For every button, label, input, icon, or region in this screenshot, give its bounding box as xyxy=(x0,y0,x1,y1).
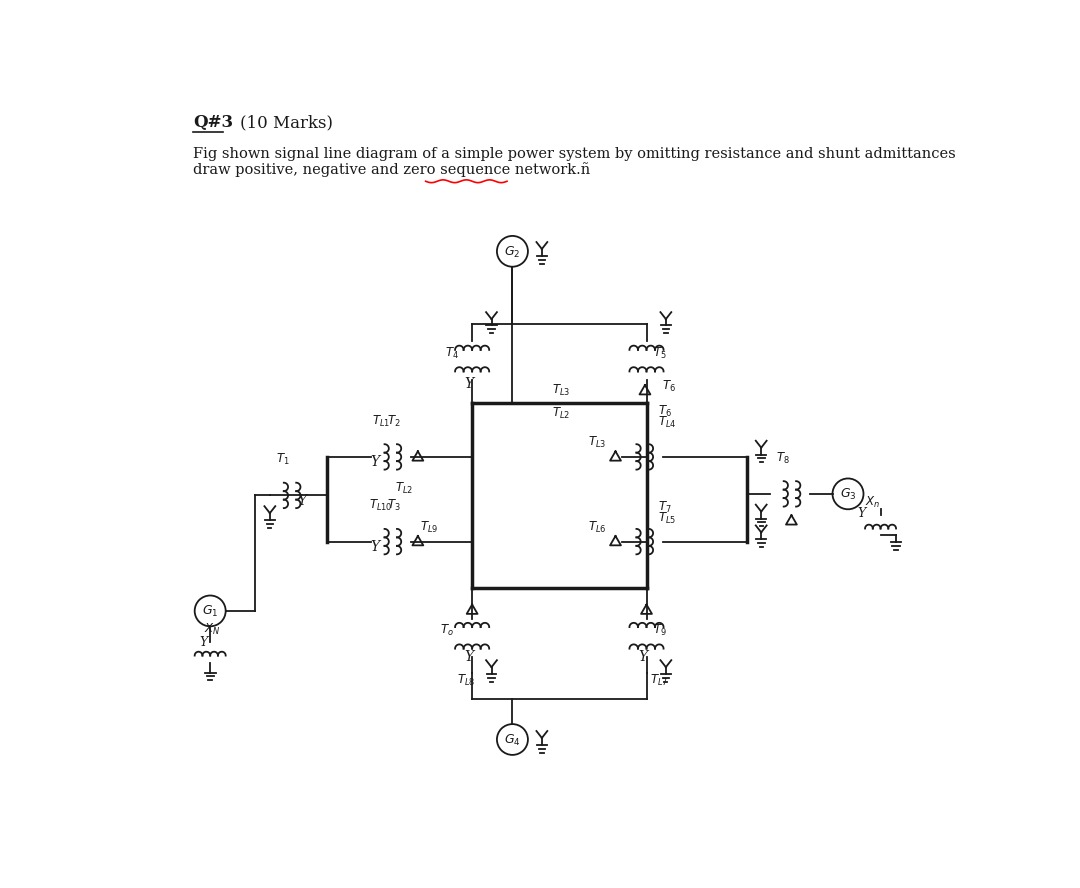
Text: $T_6$: $T_6$ xyxy=(658,403,672,418)
Text: Y: Y xyxy=(638,650,648,664)
Text: $G_1$: $G_1$ xyxy=(202,604,218,619)
Text: Fig shown signal line diagram of a simple power system by omitting resistance an: Fig shown signal line diagram of a simpl… xyxy=(193,147,956,161)
Text: $T_{L4}$: $T_{L4}$ xyxy=(658,415,677,430)
Text: $T_{L8}$: $T_{L8}$ xyxy=(457,673,475,688)
Text: (10 Marks): (10 Marks) xyxy=(240,115,333,131)
Text: Y: Y xyxy=(858,507,865,520)
Text: $T_5$: $T_5$ xyxy=(652,345,666,361)
Text: Q#3: Q#3 xyxy=(193,115,233,131)
Text: $T_{L3}$: $T_{L3}$ xyxy=(552,383,570,398)
Text: Y: Y xyxy=(464,650,473,664)
Text: $T_o$: $T_o$ xyxy=(440,623,454,638)
Text: $T_2$: $T_2$ xyxy=(387,414,401,429)
Text: $T_8$: $T_8$ xyxy=(775,450,789,465)
Text: $T_{L7}$: $T_{L7}$ xyxy=(650,673,669,688)
Text: $T_{L2}$: $T_{L2}$ xyxy=(552,406,570,421)
Text: $T_{L6}$: $T_{L6}$ xyxy=(589,519,607,535)
Text: Y: Y xyxy=(298,494,307,508)
Text: $T_{L1}$: $T_{L1}$ xyxy=(373,414,390,429)
Text: $G_4$: $G_4$ xyxy=(504,733,521,748)
Text: $X_N$: $X_N$ xyxy=(204,622,220,637)
Text: $T_1$: $T_1$ xyxy=(276,452,289,467)
Text: $T_{L3}$: $T_{L3}$ xyxy=(589,435,607,450)
Text: $T_7$: $T_7$ xyxy=(658,500,672,515)
Text: $T_{L5}$: $T_{L5}$ xyxy=(658,511,676,527)
Text: $T_6$: $T_6$ xyxy=(662,379,676,394)
Text: Y: Y xyxy=(464,377,473,391)
Text: $T_9$: $T_9$ xyxy=(652,623,666,638)
Text: $T_{L10}$: $T_{L10}$ xyxy=(369,498,393,513)
Text: $T_4$: $T_4$ xyxy=(445,345,459,361)
Text: $T_3$: $T_3$ xyxy=(387,498,401,513)
Text: Y: Y xyxy=(370,456,380,469)
Text: $G_3$: $G_3$ xyxy=(840,488,856,503)
Text: $T_{L9}$: $T_{L9}$ xyxy=(420,519,438,535)
Text: Y: Y xyxy=(370,540,380,554)
Text: $T_{L2}$: $T_{L2}$ xyxy=(394,480,413,496)
Text: draw positive, negative and zero sequence network.ñ: draw positive, negative and zero sequenc… xyxy=(193,162,591,177)
Text: $X_n$: $X_n$ xyxy=(865,496,880,511)
Text: Y: Y xyxy=(200,637,207,649)
Text: $G_2$: $G_2$ xyxy=(504,244,521,259)
